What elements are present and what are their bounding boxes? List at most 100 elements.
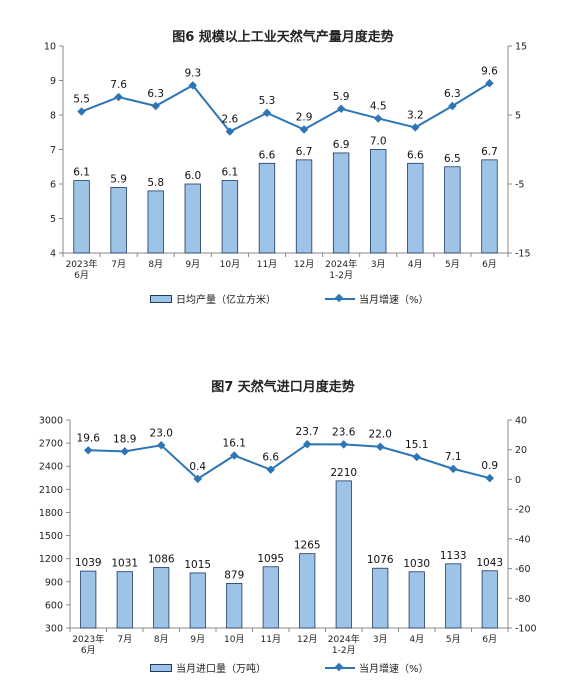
line-point bbox=[449, 464, 458, 474]
line-point bbox=[411, 123, 420, 132]
bar bbox=[407, 162, 424, 254]
line-data-label: 2.6 bbox=[222, 114, 239, 126]
bar bbox=[295, 159, 313, 254]
y-left-tick-label: 600 bbox=[45, 600, 63, 611]
line-data-label: 16.1 bbox=[223, 438, 246, 450]
bar-data-label: 6.6 bbox=[259, 149, 276, 161]
line-point bbox=[485, 473, 494, 483]
y-left-tick-label: 300 bbox=[45, 624, 63, 635]
bar bbox=[445, 563, 462, 629]
line-data-label: 2.9 bbox=[296, 111, 313, 123]
line-point bbox=[262, 108, 272, 118]
legend-label: 当月增速（%） bbox=[359, 295, 429, 306]
line-data-label: 19.6 bbox=[77, 432, 101, 444]
x-tick-label: 12月 bbox=[297, 634, 317, 645]
bar bbox=[481, 570, 498, 629]
line-point bbox=[336, 104, 346, 114]
line-point bbox=[120, 447, 129, 456]
y-right-tick-label: 40 bbox=[515, 416, 527, 427]
bar bbox=[221, 180, 239, 254]
x-tick-label: 2024年 1-2月 bbox=[325, 258, 357, 281]
bar bbox=[481, 159, 498, 254]
x-tick-label: 6月 bbox=[482, 634, 497, 645]
line-data-label: 7.1 bbox=[445, 451, 462, 463]
bar-data-label: 6.9 bbox=[333, 139, 350, 151]
x-tick-label: 4月 bbox=[409, 634, 424, 645]
line-point bbox=[485, 79, 494, 88]
y-left-tick-label: 2400 bbox=[39, 462, 63, 473]
bar bbox=[372, 567, 389, 629]
line-point bbox=[448, 101, 457, 111]
chart-plot-area: 300 600 900 1200 1500 1800 2100 2400 2700 3000 -10… bbox=[39, 416, 537, 657]
bar-data-label: 1086 bbox=[148, 553, 175, 565]
bar-data-label: 7.0 bbox=[370, 136, 387, 148]
y-right-tick-label: -100 bbox=[515, 624, 537, 635]
bar bbox=[299, 553, 316, 629]
line-data-label: 4.5 bbox=[370, 100, 387, 112]
line-data-label: 5.3 bbox=[259, 95, 276, 107]
line-data-label: 6.3 bbox=[444, 88, 461, 100]
legend-item-bars: 日均产量（亿立方米） bbox=[150, 291, 276, 306]
x-tick-label: 8月 bbox=[148, 259, 163, 270]
line-point bbox=[299, 125, 309, 134]
x-tick-label: 7月 bbox=[117, 634, 132, 645]
x-tick-label: 7月 bbox=[111, 259, 126, 270]
chart-title: 图7 天然气进口月度走势 bbox=[211, 380, 355, 395]
y-left-tick-label: 5 bbox=[50, 214, 56, 225]
y-left-tick-label: 4 bbox=[50, 249, 56, 260]
bar bbox=[189, 572, 206, 629]
y-right-tick-label: 0 bbox=[515, 475, 521, 486]
bar bbox=[408, 571, 425, 629]
bar-data-label: 1015 bbox=[184, 559, 211, 571]
chart-gas-production: 图6 规模以上工业天然气产量月度走势 4 5 6 7 8 9 10 -15 -5 5 15 2023年… bbox=[0, 0, 566, 330]
x-tick-label: 2024年 1-2月 bbox=[328, 633, 360, 656]
line-point bbox=[157, 441, 166, 450]
legend-item-bars: 当月进口量（万吨） bbox=[150, 660, 266, 675]
bar-data-label: 5.8 bbox=[147, 177, 164, 189]
y-left-tick-label: 1200 bbox=[39, 554, 63, 565]
legend-bar-swatch bbox=[150, 663, 172, 672]
bar-data-label: 6.0 bbox=[184, 170, 201, 182]
bar-data-label: 6.7 bbox=[296, 146, 313, 158]
y-left-tick-label: 6 bbox=[50, 180, 56, 191]
legend-line-swatch bbox=[325, 664, 355, 672]
line-data-label: 0.4 bbox=[189, 461, 206, 473]
x-tick-label: 4月 bbox=[408, 259, 423, 270]
line-data-label: 7.6 bbox=[110, 79, 127, 91]
bar bbox=[73, 180, 90, 254]
line-data-label: 5.5 bbox=[73, 94, 90, 106]
x-tick-label: 3月 bbox=[371, 259, 386, 270]
line-data-label: 3.2 bbox=[407, 109, 424, 121]
line-point bbox=[339, 440, 348, 449]
bar-data-label: 6.7 bbox=[481, 146, 498, 158]
x-tick-label: 11月 bbox=[257, 259, 277, 270]
x-tick-label: 3月 bbox=[373, 634, 388, 645]
line-data-label: 6.3 bbox=[147, 88, 164, 100]
bar-data-label: 1039 bbox=[75, 557, 102, 569]
y-right-tick-label: -40 bbox=[515, 534, 531, 545]
y-right-tick-label: -5 bbox=[515, 180, 524, 191]
bar-data-label: 1095 bbox=[257, 553, 284, 565]
line-point bbox=[376, 442, 385, 451]
line-point bbox=[412, 452, 421, 462]
x-tick-label: 10月 bbox=[220, 259, 240, 270]
x-tick-label: 2023年 6月 bbox=[72, 633, 104, 656]
y-right-tick-label: -80 bbox=[515, 594, 531, 605]
bar-data-label: 1043 bbox=[476, 557, 503, 569]
y-left-tick-label: 2100 bbox=[39, 485, 63, 496]
bar-data-label: 6.1 bbox=[73, 167, 90, 179]
line-data-label: 9.6 bbox=[481, 65, 498, 77]
line-point bbox=[266, 465, 275, 474]
line-series bbox=[88, 443, 490, 481]
bar-data-label: 879 bbox=[224, 569, 244, 581]
x-tick-label: 12月 bbox=[294, 259, 314, 270]
bar bbox=[332, 152, 350, 254]
line-data-label: 6.6 bbox=[262, 452, 279, 464]
line-data-label: 9.3 bbox=[184, 67, 201, 79]
y-left-tick-label: 1500 bbox=[39, 531, 63, 542]
y-left-tick-label: 1800 bbox=[39, 508, 63, 519]
bar-data-label: 1133 bbox=[440, 550, 467, 562]
y-left-tick-label: 9 bbox=[50, 76, 56, 87]
x-tick-label: 10月 bbox=[224, 634, 244, 645]
bar bbox=[147, 190, 164, 254]
